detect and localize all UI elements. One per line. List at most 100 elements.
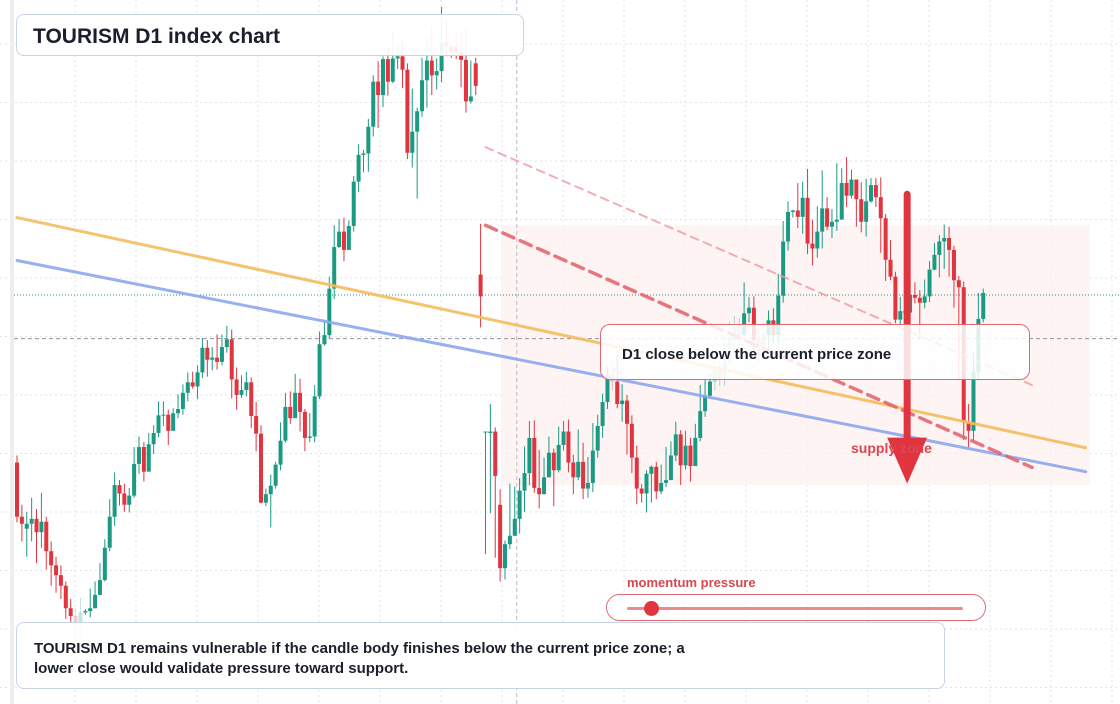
candle-body [473, 63, 478, 86]
candle-body [615, 381, 620, 405]
candle [649, 465, 654, 503]
candle-body [141, 447, 146, 472]
candle [815, 206, 820, 258]
candle [644, 470, 649, 513]
candle-body [922, 296, 927, 303]
arrow-layer [887, 190, 928, 484]
candle-body [898, 311, 903, 320]
candle [190, 371, 195, 389]
candle-body [63, 585, 68, 609]
candle-body [234, 379, 239, 395]
candle-body [107, 516, 112, 548]
candle [561, 420, 566, 451]
candle-body [698, 411, 703, 438]
candle-body [371, 81, 376, 127]
candle [200, 337, 205, 379]
candle-body [546, 452, 551, 478]
candle [688, 437, 693, 482]
candle-body [664, 480, 669, 483]
candle [864, 178, 869, 237]
candle-body [634, 457, 639, 489]
candle [132, 447, 137, 498]
candle-body [395, 56, 400, 59]
candle-body [707, 381, 712, 396]
candle-body [951, 249, 956, 281]
candle-body [947, 237, 952, 250]
candle-body [468, 96, 473, 102]
candle-body [356, 154, 361, 182]
candle-body [517, 490, 522, 519]
candle [219, 334, 224, 366]
candle-body [151, 432, 156, 445]
chart-title: TOURISM D1 index chart [33, 25, 280, 48]
candle [151, 425, 156, 455]
candle-body [268, 485, 273, 495]
candle [873, 178, 878, 207]
candle [434, 58, 439, 90]
candle [888, 240, 893, 281]
arrow-head [887, 437, 928, 484]
candle [532, 420, 537, 493]
candle [668, 441, 673, 481]
summary-text: TOURISM D1 remains vulnerable if the can… [34, 640, 685, 677]
candle [195, 365, 200, 400]
candle-body [912, 294, 917, 298]
candle [234, 367, 239, 410]
candle [93, 581, 98, 609]
candle [97, 563, 102, 595]
candle [473, 57, 478, 96]
candle [546, 436, 551, 478]
candle [795, 183, 800, 229]
candle [522, 446, 527, 512]
candle [693, 423, 698, 467]
candle [405, 63, 410, 160]
candle [951, 245, 956, 308]
candle-body [786, 211, 791, 242]
momentum-track [627, 607, 963, 610]
candle-body [873, 185, 878, 198]
candle [410, 88, 415, 168]
candle [205, 340, 210, 377]
candle [361, 149, 366, 173]
candle [844, 156, 849, 207]
callout-panel: D1 close below the current price zone [600, 324, 1030, 380]
candle-body [493, 431, 498, 476]
candle-body [68, 608, 73, 616]
candle-body [688, 445, 693, 467]
candle-body [273, 464, 278, 486]
candle [283, 392, 288, 443]
candle [15, 455, 19, 523]
candle [932, 242, 937, 271]
candle [590, 423, 595, 493]
candle [180, 384, 185, 415]
candle [49, 541, 54, 586]
candle-body [278, 440, 283, 465]
candle-body [317, 344, 322, 397]
candle [488, 404, 493, 514]
candle-body [424, 60, 429, 81]
candle-body [185, 382, 190, 393]
candle [341, 217, 346, 262]
candle [415, 107, 420, 199]
candle [166, 409, 171, 445]
candle [317, 331, 322, 400]
momentum-knob[interactable] [643, 601, 659, 616]
candle-body [351, 181, 356, 226]
candle [683, 430, 688, 470]
candle-body [376, 81, 381, 96]
candle [600, 393, 605, 438]
candle [512, 486, 517, 536]
candle [834, 163, 839, 231]
candle-body [893, 276, 898, 320]
candle-body [927, 269, 932, 297]
candle-body [410, 131, 415, 153]
candle-body [239, 390, 244, 395]
candle [503, 540, 507, 580]
candle [654, 461, 659, 500]
candle-body [747, 307, 751, 314]
candle [507, 483, 512, 550]
candle [556, 426, 561, 473]
candle [122, 483, 127, 512]
candle [829, 209, 834, 238]
candle-body [190, 382, 195, 387]
